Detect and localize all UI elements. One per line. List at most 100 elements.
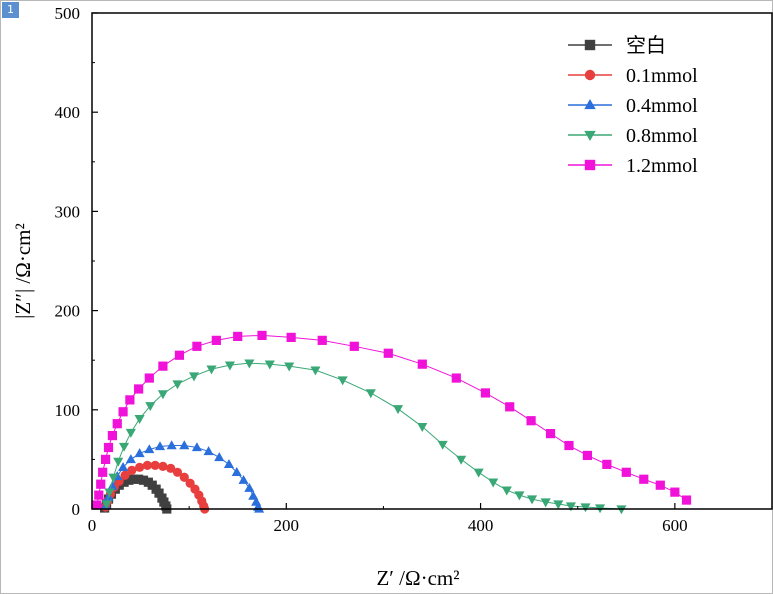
series-5-point-19 (317, 335, 327, 345)
series-3-point-14 (223, 459, 235, 469)
series-4-point-17 (337, 376, 348, 386)
series-5-point-32 (639, 474, 649, 484)
y-axis-title: |Z″| /Ω·cm² (11, 223, 35, 319)
series-5-point-17 (257, 330, 267, 340)
series-5-point-15 (211, 335, 221, 345)
ticks-layer: 0 200 400 600 0 100 200 300 400 500 (55, 4, 688, 535)
series-3 (100, 440, 265, 513)
series-4-point-12 (224, 361, 236, 371)
series-5-point-5 (103, 442, 114, 453)
series-4-point-21 (437, 440, 448, 450)
series-4 (101, 359, 627, 515)
legend-label-4: 0.8mmol (626, 125, 698, 147)
series-4-point-28 (540, 498, 551, 508)
series-5-point-21 (383, 348, 393, 358)
series-5-point-6 (107, 430, 117, 441)
series-4-point-4 (118, 442, 130, 452)
y-tick-label-400: 400 (55, 103, 81, 122)
legend-marker-4 (584, 130, 596, 141)
series-5-point-30 (602, 459, 612, 469)
series-4-point-5 (125, 428, 136, 438)
y-tick-label-0: 0 (72, 500, 81, 519)
series-3-point-7 (144, 444, 155, 454)
series-5-point-7 (112, 419, 122, 429)
series-5 (92, 330, 692, 510)
series-3-point-21 (254, 503, 265, 513)
series-4-point-11 (206, 365, 217, 375)
series-5-point-13 (174, 350, 185, 360)
series-5-point-9 (125, 395, 135, 405)
series-3-point-8 (154, 441, 166, 451)
y-tick-label-500: 500 (55, 4, 81, 23)
series-4-point-19 (392, 405, 404, 415)
series-3-point-13 (214, 452, 225, 462)
series-2-point-11 (166, 463, 176, 473)
series-4-point-0 (101, 500, 112, 510)
series-4-point-10 (188, 372, 200, 382)
series-4-line (106, 362, 622, 510)
series-5-point-11 (144, 373, 154, 383)
series-4-point-24 (488, 478, 499, 488)
legend-marker-1 (584, 39, 596, 51)
series-5-point-0 (92, 500, 102, 510)
series-4-point-33 (616, 505, 627, 515)
series-4-point-9 (172, 380, 183, 390)
series-4-point-13 (244, 359, 255, 369)
series-4-point-8 (157, 390, 168, 400)
series-1-point-6 (119, 477, 129, 487)
series-3-point-9 (166, 440, 177, 450)
series-5-point-29 (582, 450, 593, 461)
series-3-point-12 (203, 446, 214, 456)
series-5-point-22 (417, 359, 427, 369)
series-5-point-26 (526, 416, 536, 426)
series-5-point-35 (681, 495, 692, 505)
y-tick-label-100: 100 (55, 401, 81, 420)
series-5-point-1 (94, 490, 104, 500)
series-4-point-6 (134, 415, 145, 425)
legend-item-4: 0.8mmol (568, 125, 698, 147)
series-4-point-3 (113, 457, 124, 467)
series-2-point-6 (127, 465, 137, 475)
series-5-point-28 (564, 440, 574, 451)
series-5-point-18 (286, 332, 296, 342)
series-5-point-27 (545, 429, 556, 439)
series-5-point-8 (118, 407, 128, 417)
series-4-point-30 (565, 502, 576, 512)
series-5-point-16 (233, 331, 243, 341)
series-3-line (105, 445, 260, 510)
series-3-point-17 (244, 482, 255, 492)
series-4-point-15 (284, 362, 295, 372)
series-4-point-25 (501, 486, 512, 496)
series-1-point-9 (134, 474, 144, 484)
series-3-point-5 (125, 454, 136, 464)
series-5-point-24 (480, 388, 491, 398)
legend-label-3: 0.4mmol (626, 95, 698, 117)
x-axis-title: Z′ /Ω·cm² (376, 566, 459, 590)
series-4-point-22 (456, 455, 467, 465)
series-3-point-2 (107, 480, 118, 490)
series-5-point-33 (655, 480, 665, 490)
series-5-point-20 (349, 341, 359, 351)
series-5-point-23 (451, 373, 461, 383)
series-5-point-10 (134, 384, 144, 394)
series-4-point-16 (310, 366, 321, 376)
x-tick-label-400: 400 (468, 516, 494, 535)
y-tick-label-300: 300 (55, 202, 81, 221)
legend-label-5: 1.2mmol (626, 155, 698, 177)
x-tick-label-0: 0 (88, 516, 97, 535)
series-5-point-14 (192, 341, 202, 351)
series-4-point-7 (145, 402, 156, 412)
legend-label-2: 0.1mmol (626, 65, 698, 87)
legend-marker-2 (584, 69, 596, 81)
series-layer (92, 330, 692, 515)
series-1-point-14 (154, 488, 164, 498)
x-tick-label-200: 200 (274, 516, 300, 535)
series-5-point-2 (96, 479, 106, 489)
series-1-point-10 (138, 475, 149, 485)
page-number-badge: 1 (2, 2, 19, 18)
series-3-point-15 (231, 467, 242, 476)
series-3-point-10 (179, 440, 190, 450)
series-4-point-26 (514, 491, 525, 501)
legend-item-1: 空白 (568, 34, 666, 57)
